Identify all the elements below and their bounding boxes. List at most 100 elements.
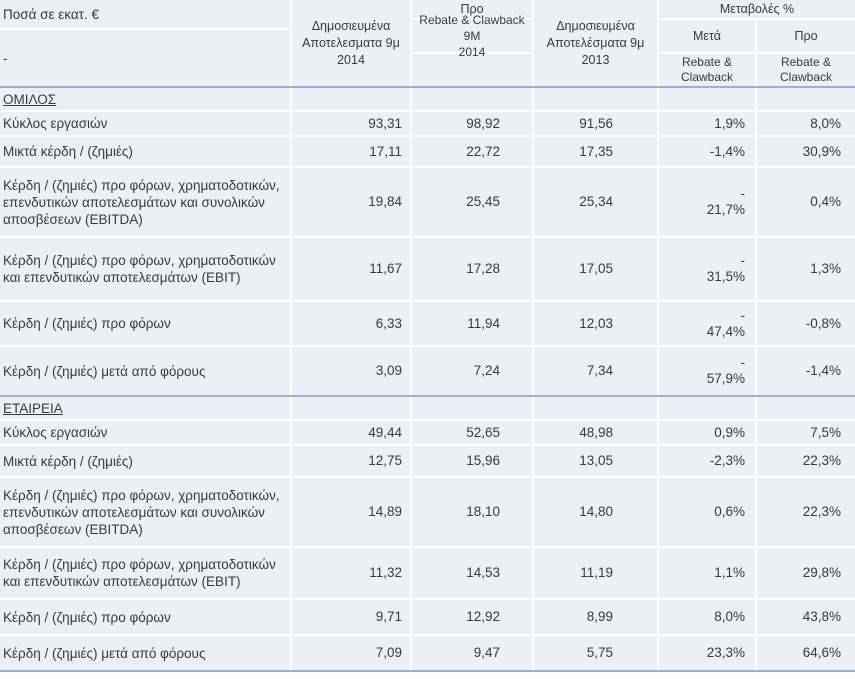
value-change-after: 0,9% <box>659 421 755 444</box>
table-row: Κύκλος εργασιών 49,44 52,65 48,98 0,9% 7… <box>0 421 855 444</box>
table-row: Κύκλος εργασιών 93,31 98,92 91,56 1,9% 8… <box>0 112 855 135</box>
value-published-9m-2013: 48,98 <box>534 421 657 444</box>
value-pre-rebate-9m-2014: 98,92 <box>412 112 532 135</box>
value-pre-rebate-9m-2014: 9,47 <box>412 636 532 670</box>
units-label: Ποσά σε εκατ. € <box>0 0 290 30</box>
value-published-9m-2013: 25,34 <box>534 168 657 236</box>
value-pre-rebate-9m-2014: 12,92 <box>412 600 532 634</box>
table-row: Μικτά κέρδη / (ζημιές) 17,11 22,72 17,35… <box>0 137 855 166</box>
value-published-9m-2014: 9,71 <box>292 600 410 634</box>
row-label: Κέρδη / (ζημιές) προ φόρων <box>0 600 290 634</box>
section-label: ΟΜΙΛΟΣ <box>0 88 290 110</box>
value-change-pre: 1,3% <box>757 238 855 300</box>
value-pre-rebate-9m-2014: 18,10 <box>412 478 532 546</box>
value-change-pre: 7,5% <box>757 421 855 444</box>
value-published-9m-2014: 19,84 <box>292 168 410 236</box>
value-change-after: -1,4% <box>659 137 755 166</box>
value-published-9m-2014: 12,75 <box>292 446 410 476</box>
corner-dash: - <box>3 50 8 66</box>
empty-cell <box>534 88 657 110</box>
value-change-after: - 47,4% <box>659 302 755 345</box>
row-label: Κέρδη / (ζημιές) προ φόρων, χρηματοδοτικ… <box>0 478 290 546</box>
value-change-pre: 22,3% <box>757 478 855 546</box>
value-change-after: - 31,5% <box>659 238 755 300</box>
value-change-pre: 8,0% <box>757 112 855 135</box>
empty-cell <box>412 397 532 419</box>
value-change-after: 1,1% <box>659 548 755 598</box>
value-published-9m-2013: 8,99 <box>534 600 657 634</box>
value-change-after: 1,9% <box>659 112 755 135</box>
col-group-changes: Μεταβολές % Μετά Rebate & Clawback Προ R… <box>659 0 855 86</box>
empty-cell <box>534 397 657 419</box>
value-change-after: - 57,9% <box>659 347 755 395</box>
row-label: Κέρδη / (ζημιές) προ φόρων, χρηματοδοτικ… <box>0 168 290 236</box>
col-header-published-9m-2013: Δημοσιευμένα Αποτελέσματα 9μ 2013 <box>534 0 657 86</box>
value-published-9m-2013: 14,80 <box>534 478 657 546</box>
header-col-labels: Ποσά σε εκατ. € - <box>0 0 290 86</box>
value-published-9m-2013: 7,34 <box>534 347 657 395</box>
empty-cell <box>757 88 855 110</box>
table-row: Κέρδη / (ζημιές) προ φόρων, χρηματοδοτικ… <box>0 478 855 546</box>
empty-cell <box>659 88 755 110</box>
value-change-pre: -1,4% <box>757 347 855 395</box>
value-change-pre: 30,9% <box>757 137 855 166</box>
row-label: Μικτά κέρδη / (ζημιές) <box>0 446 290 476</box>
value-pre-rebate-9m-2014: 22,72 <box>412 137 532 166</box>
value-published-9m-2013: 5,75 <box>534 636 657 670</box>
value-published-9m-2014: 93,31 <box>292 112 410 135</box>
section-divider-line <box>0 395 855 397</box>
value-change-after: -2,3% <box>659 446 755 476</box>
value-pre-rebate-9m-2014: 11,94 <box>412 302 532 345</box>
table-row: Μικτά κέρδη / (ζημιές) 12,75 15,96 13,05… <box>0 446 855 476</box>
value-change-after: 8,0% <box>659 600 755 634</box>
value-published-9m-2014: 17,11 <box>292 137 410 166</box>
row-label: Κέρδη / (ζημιές) προ φόρων <box>0 302 290 345</box>
value-change-pre: 29,8% <box>757 548 855 598</box>
value-change-after: 0,6% <box>659 478 755 546</box>
empty-cell <box>757 397 855 419</box>
bottom-divider-line <box>0 670 855 672</box>
value-published-9m-2013: 11,19 <box>534 548 657 598</box>
value-change-pre: 22,3% <box>757 446 855 476</box>
table-row: Κέρδη / (ζημιές) προ φόρων, χρηματοδοτικ… <box>0 238 855 300</box>
row-label: Κέρδη / (ζημιές) προ φόρων, χρηματοδοτικ… <box>0 238 290 300</box>
col-header-published-9m-2014: Δημοσιευμένα Αποτελεσματα 9μ 2014 <box>292 0 410 86</box>
pre-rebate-clawback-label: Rebate & Clawback <box>779 55 833 84</box>
row-label: Κέρδη / (ζημιές) προ φόρων, χρηματοδοτικ… <box>0 548 290 598</box>
empty-cell <box>292 88 410 110</box>
value-published-9m-2014: 11,32 <box>292 548 410 598</box>
col-header-pre-rebate-9m-2014: Προ Rebate & Clawback 9M 2014 <box>412 0 532 86</box>
col-header-change-pre: Προ Rebate & Clawback <box>757 20 855 86</box>
table-row: Κέρδη / (ζημιές) προ φόρων, χρηματοδοτικ… <box>0 548 855 598</box>
empty-cell <box>292 397 410 419</box>
value-published-9m-2013: 91,56 <box>534 112 657 135</box>
pre-label: Προ <box>412 0 532 20</box>
table-row: Κέρδη / (ζημιές) μετά από φόρους 7,09 9,… <box>0 636 855 670</box>
value-pre-rebate-9m-2014: 17,28 <box>412 238 532 300</box>
section-row-omilos: ΟΜΙΛΟΣ <box>0 88 855 110</box>
value-pre-rebate-9m-2014: 52,65 <box>412 421 532 444</box>
pre-rebate-sub-label: Rebate & Clawback 9M 2014 <box>412 13 532 59</box>
table-row: Κέρδη / (ζημιές) προ φόρων 6,33 11,94 12… <box>0 302 855 345</box>
value-change-pre: -0,8% <box>757 302 855 345</box>
value-published-9m-2013: 17,35 <box>534 137 657 166</box>
table-row: Κέρδη / (ζημιές) μετά από φόρους 3,09 7,… <box>0 347 855 395</box>
row-label: Μικτά κέρδη / (ζημιές) <box>0 137 290 166</box>
value-pre-rebate-9m-2014: 15,96 <box>412 446 532 476</box>
value-published-9m-2014: 7,09 <box>292 636 410 670</box>
value-pre-rebate-9m-2014: 7,24 <box>412 347 532 395</box>
empty-cell <box>412 88 532 110</box>
value-published-9m-2014: 11,67 <box>292 238 410 300</box>
value-published-9m-2014: 3,09 <box>292 347 410 395</box>
after-rebate-clawback-label: Rebate & Clawback <box>680 55 734 84</box>
section-label: ΕΤΑΙΡΕΙΑ <box>0 397 290 419</box>
table-row: Κέρδη / (ζημιές) προ φόρων, χρηματοδοτικ… <box>0 168 855 236</box>
value-published-9m-2013: 12,03 <box>534 302 657 345</box>
value-pre-rebate-9m-2014: 14,53 <box>412 548 532 598</box>
value-published-9m-2014: 6,33 <box>292 302 410 345</box>
value-change-after: - 21,7% <box>659 168 755 236</box>
value-change-pre: 64,6% <box>757 636 855 670</box>
section-row-etaireia: ΕΤΑΙΡΕΙΑ <box>0 397 855 419</box>
value-published-9m-2013: 13,05 <box>534 446 657 476</box>
